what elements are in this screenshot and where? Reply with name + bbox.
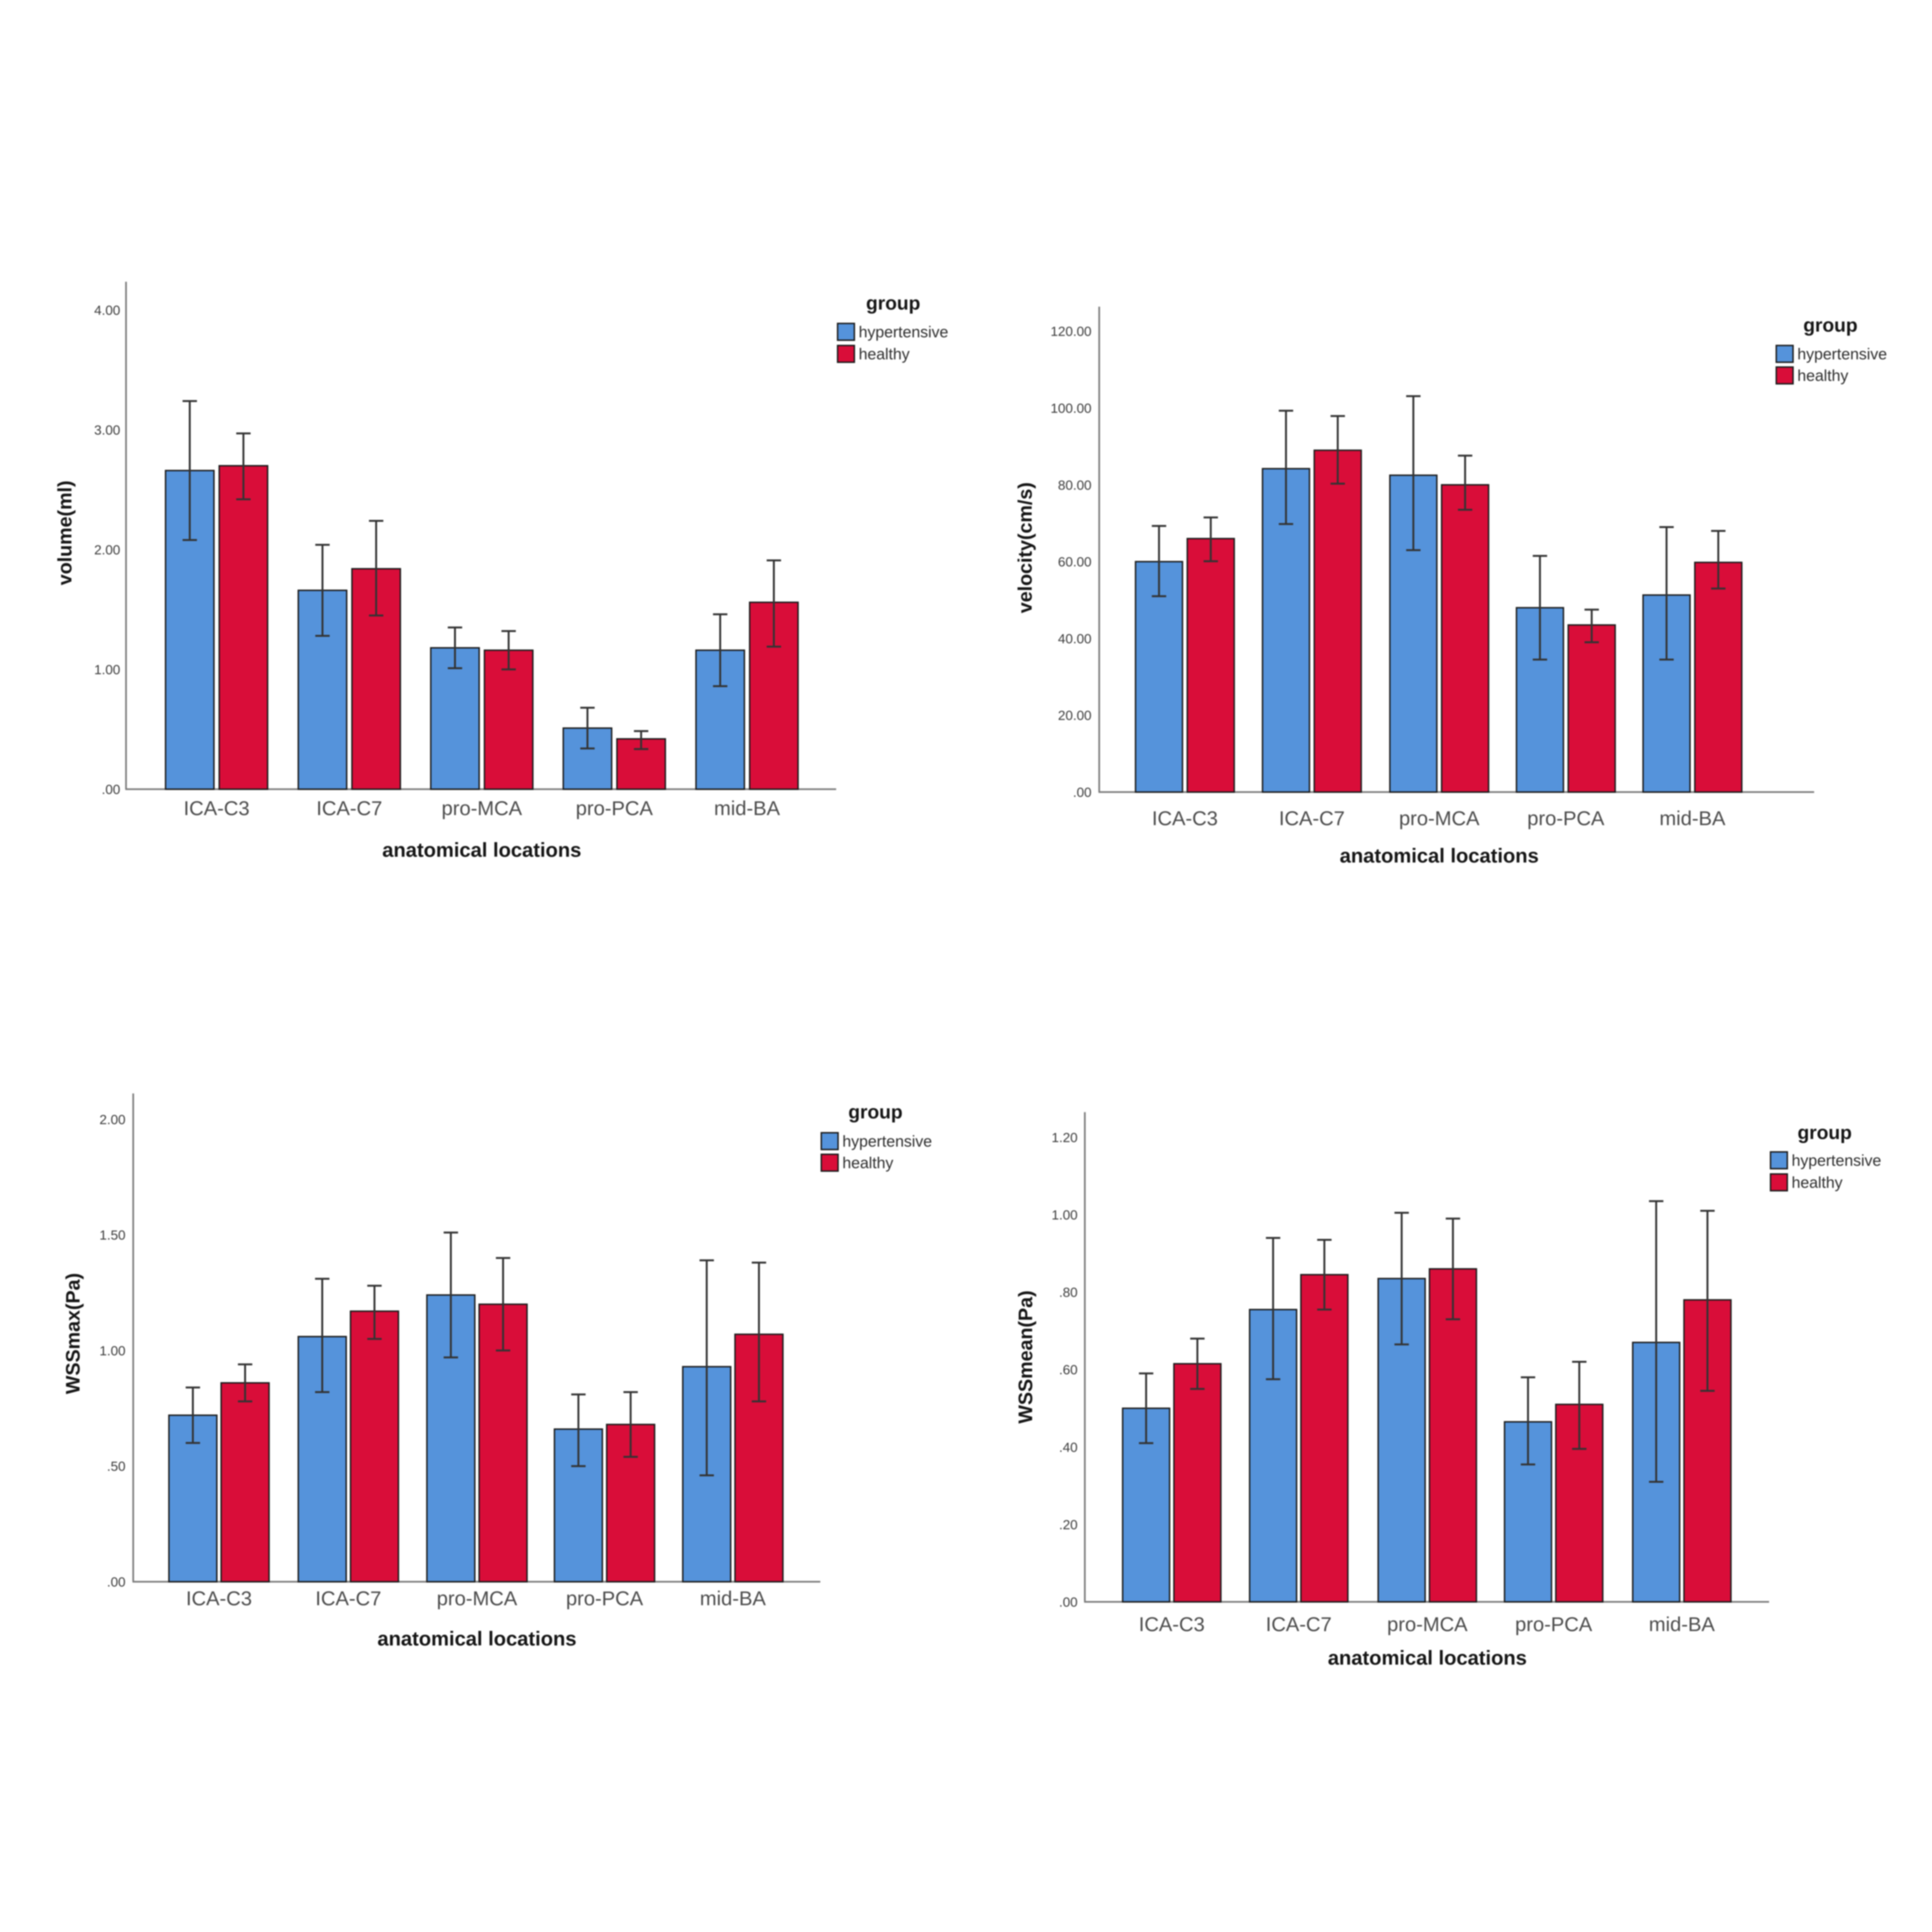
svg-text:anatomical locations: anatomical locations	[1340, 844, 1539, 867]
svg-text:mid-BA: mid-BA	[1659, 807, 1725, 829]
svg-text:.60: .60	[1059, 1362, 1078, 1377]
svg-text:hypertensive: hypertensive	[1792, 1151, 1881, 1169]
svg-text:60.00: 60.00	[1058, 554, 1092, 569]
svg-text:pro-PCA: pro-PCA	[575, 797, 653, 819]
svg-text:pro-MCA: pro-MCA	[437, 1587, 517, 1610]
svg-text:120.00: 120.00	[1050, 324, 1092, 339]
svg-text:.00: .00	[1059, 1595, 1078, 1610]
svg-text:WSSmean(Pa): WSSmean(Pa)	[1014, 1290, 1036, 1424]
svg-text:ICA-C3: ICA-C3	[1139, 1613, 1205, 1635]
svg-text:1.20: 1.20	[1052, 1130, 1078, 1145]
svg-text:.00: .00	[107, 1575, 126, 1589]
svg-text:mid-BA: mid-BA	[714, 797, 780, 819]
svg-text:pro-PCA: pro-PCA	[1515, 1613, 1592, 1635]
svg-text:.00: .00	[1073, 785, 1092, 800]
svg-text:ICA-C7: ICA-C7	[1279, 807, 1345, 829]
svg-text:1.50: 1.50	[100, 1228, 126, 1242]
svg-text:2.00: 2.00	[94, 542, 121, 557]
svg-text:mid-BA: mid-BA	[1649, 1613, 1715, 1635]
svg-text:1.00: 1.00	[94, 662, 121, 677]
svg-text:100.00: 100.00	[1050, 401, 1092, 416]
svg-text:volume(ml): volume(ml)	[54, 481, 76, 586]
svg-text:anatomical locations: anatomical locations	[382, 839, 581, 861]
svg-text:healthy: healthy	[859, 345, 910, 363]
svg-text:group: group	[1797, 1122, 1852, 1143]
svg-text:1.00: 1.00	[100, 1343, 126, 1358]
svg-text:.20: .20	[1059, 1517, 1078, 1532]
svg-text:.00: .00	[102, 782, 120, 797]
svg-text:pro-MCA: pro-MCA	[441, 797, 522, 819]
svg-text:velocity(cm/s): velocity(cm/s)	[1014, 482, 1036, 613]
svg-text:healthy: healthy	[1797, 367, 1849, 384]
svg-text:pro-PCA: pro-PCA	[566, 1587, 643, 1610]
svg-text:anatomical locations: anatomical locations	[1328, 1646, 1527, 1669]
svg-text:4.00: 4.00	[94, 303, 121, 318]
svg-text:80.00: 80.00	[1058, 478, 1092, 493]
svg-text:40.00: 40.00	[1058, 631, 1092, 646]
svg-text:ICA-C3: ICA-C3	[184, 797, 250, 819]
svg-text:group: group	[866, 293, 920, 314]
svg-text:.80: .80	[1059, 1285, 1078, 1300]
svg-text:2.00: 2.00	[100, 1112, 126, 1127]
svg-text:healthy: healthy	[1792, 1173, 1843, 1191]
svg-text:pro-MCA: pro-MCA	[1399, 807, 1480, 829]
svg-text:group: group	[848, 1102, 902, 1123]
svg-text:healthy: healthy	[842, 1154, 894, 1172]
svg-text:hypertensive: hypertensive	[859, 323, 948, 341]
svg-text:20.00: 20.00	[1058, 708, 1092, 723]
svg-text:ICA-C3: ICA-C3	[1152, 807, 1218, 829]
svg-text:ICA-C7: ICA-C7	[1266, 1613, 1332, 1635]
svg-text:mid-BA: mid-BA	[700, 1587, 766, 1610]
svg-text:ICA-C7: ICA-C7	[316, 797, 382, 819]
svg-text:pro-MCA: pro-MCA	[1387, 1613, 1468, 1635]
svg-text:ICA-C7: ICA-C7	[315, 1587, 381, 1610]
svg-text:hypertensive: hypertensive	[842, 1132, 932, 1150]
svg-text:.40: .40	[1059, 1440, 1078, 1455]
svg-text:3.00: 3.00	[94, 423, 121, 437]
svg-text:anatomical locations: anatomical locations	[378, 1627, 576, 1650]
svg-text:hypertensive: hypertensive	[1797, 345, 1887, 363]
svg-text:1.00: 1.00	[1052, 1208, 1078, 1222]
svg-text:WSSmax(Pa): WSSmax(Pa)	[62, 1273, 84, 1394]
svg-text:ICA-C3: ICA-C3	[186, 1587, 252, 1610]
svg-text:pro-PCA: pro-PCA	[1527, 807, 1604, 829]
svg-text:.50: .50	[107, 1459, 126, 1474]
svg-text:group: group	[1803, 315, 1857, 336]
